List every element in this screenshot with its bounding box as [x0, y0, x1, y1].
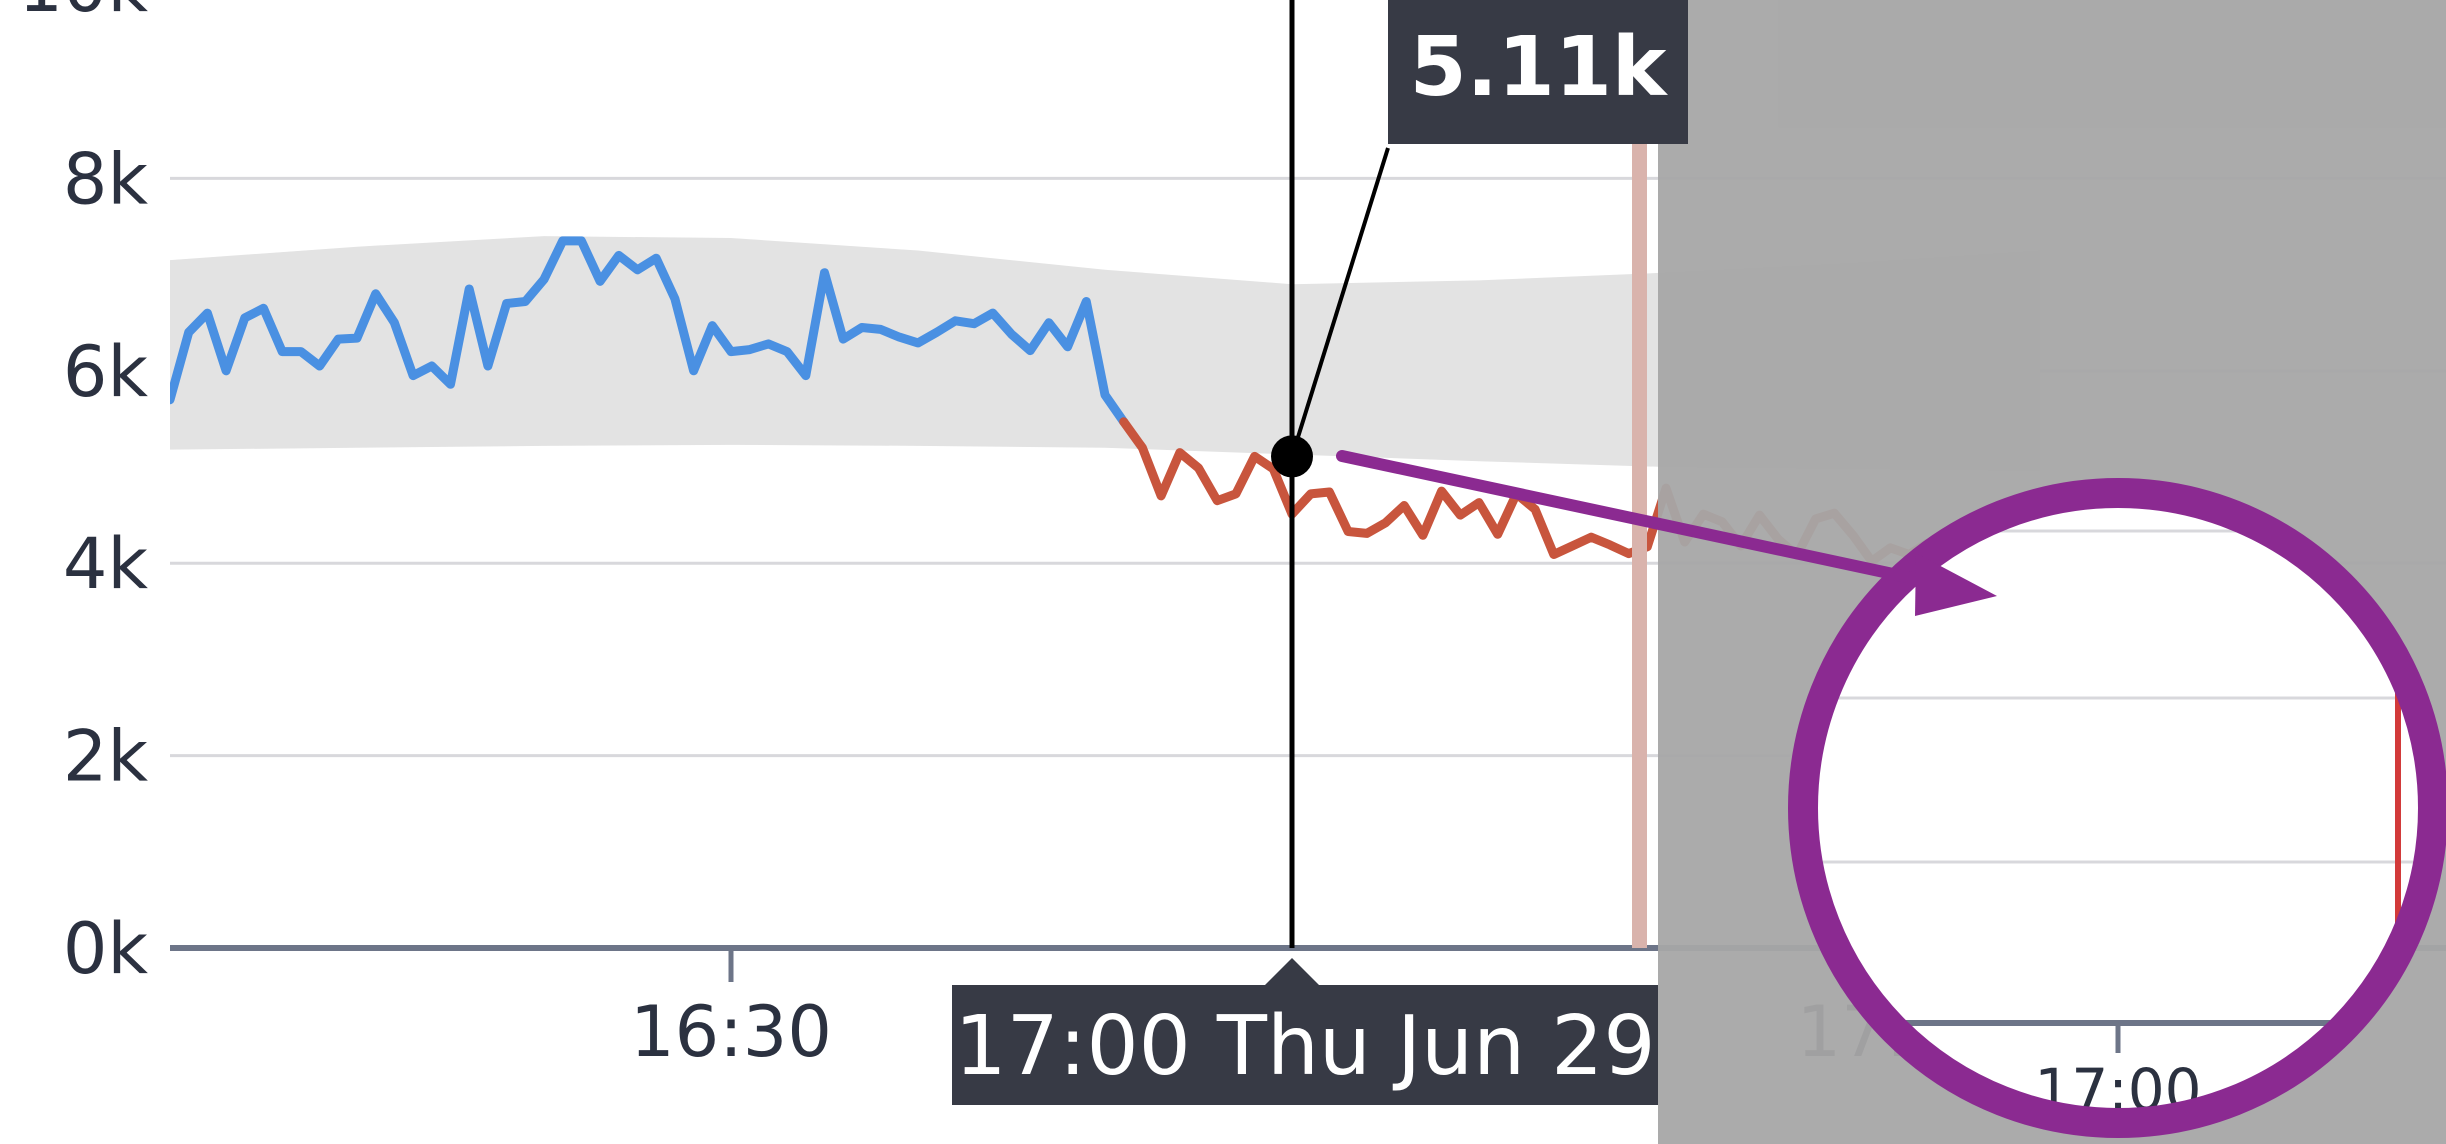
zoom-inset: 17:0018 — [1788, 478, 2446, 1138]
expected-range-band — [170, 236, 2040, 471]
callout-arrow-shaft — [1336, 450, 1941, 589]
tooltips: 5.11k 17:00 Thu Jun 29 — [952, 0, 1688, 1105]
time-tooltip-pointer — [1264, 958, 1320, 986]
value-tooltip-text: 5.11k — [1410, 20, 1669, 115]
y-tick-label: 2k — [63, 716, 149, 798]
zoom-ring — [1788, 478, 2446, 1138]
time-tooltip-text: 17:00 Thu Jun 29 — [954, 999, 1655, 1094]
y-tick-label: 6k — [63, 331, 149, 413]
series-line-observed-normal — [170, 236, 1129, 427]
tooltip-leader-line — [1290, 147, 1390, 458]
y-tick-label: 0k — [63, 908, 149, 990]
value-tooltip-box — [1388, 0, 1688, 144]
y-tick-label: 10k — [18, 0, 148, 28]
y-tick-label: 4k — [63, 523, 149, 605]
range-end-marker — [1632, 142, 1647, 948]
callout-arrow — [1336, 450, 1997, 616]
range-end-line — [1632, 142, 1647, 948]
hover-crosshair — [1271, 0, 1390, 948]
y-axis: 0k 2k 4k 6k 8k 10k — [18, 0, 148, 990]
zoom-background — [1803, 493, 2433, 1123]
hover-point — [1271, 435, 1313, 478]
y-tick-label: 8k — [63, 138, 149, 220]
expected-band-area — [170, 236, 2040, 471]
time-tooltip-box — [952, 985, 1658, 1105]
x-tick-label: 16:30 — [630, 991, 832, 1073]
callout-arrow-head — [1915, 553, 1997, 616]
